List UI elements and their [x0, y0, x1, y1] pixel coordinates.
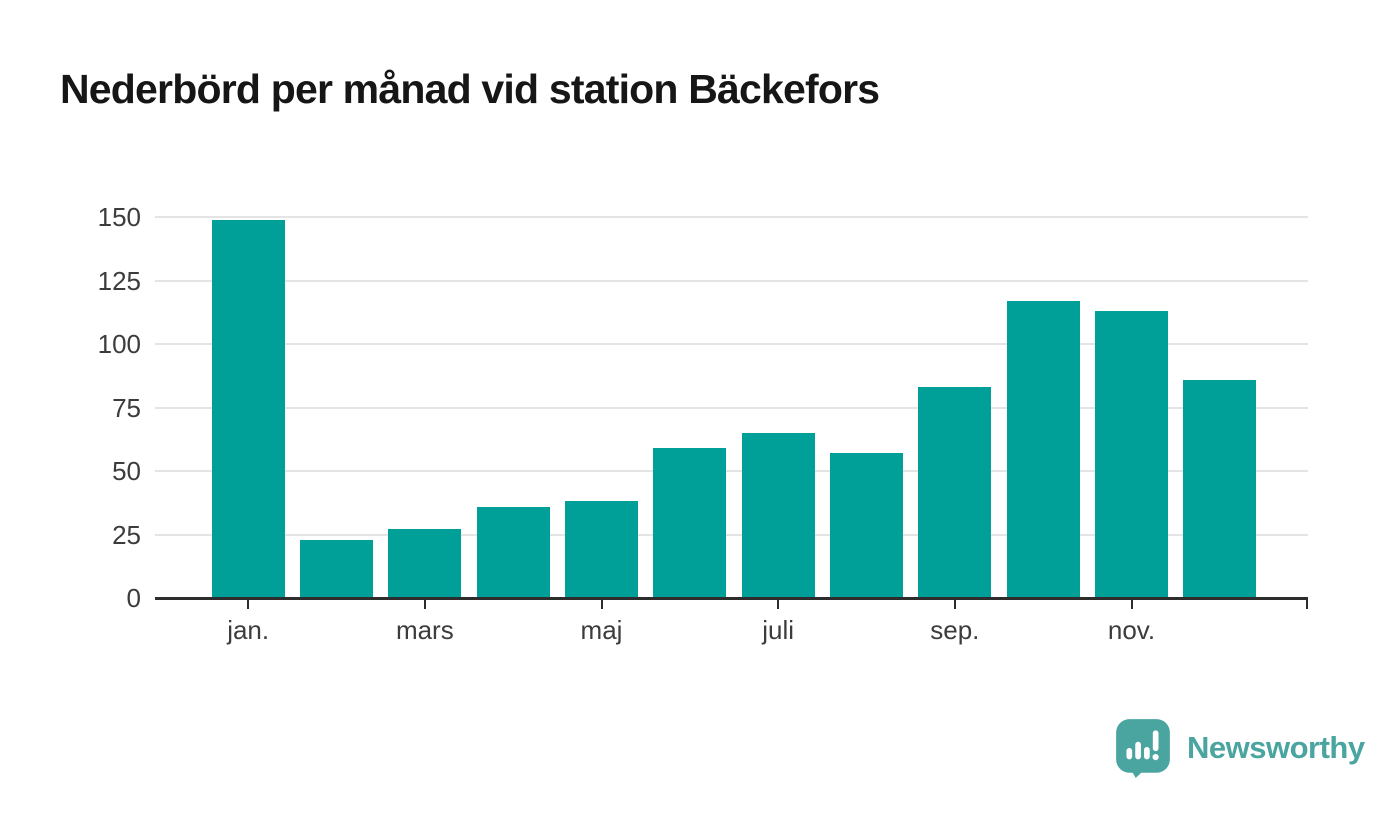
gridline: [155, 406, 1308, 409]
x-axis-end-tick: [1306, 600, 1308, 609]
gridline: [155, 533, 1308, 536]
x-axis-tick-label: juli: [762, 615, 795, 645]
bar-chart-plot: 0 25 50 75 100 125 150 jan. mars maj juli sep. nov.: [97, 202, 1308, 645]
gridline: [155, 279, 1308, 282]
bar: [565, 501, 638, 598]
bar: [918, 387, 992, 598]
y-axis-tick-label: 0: [126, 583, 141, 613]
bar: [653, 448, 727, 598]
newsworthy-logo-icon: [1116, 719, 1170, 778]
x-axis-tick: [777, 600, 780, 609]
x-axis-tick: [1130, 600, 1133, 609]
bar: [300, 539, 373, 598]
gridline: [155, 470, 1308, 472]
newsworthy-branding: Newsworthy: [1114, 717, 1365, 779]
x-axis-tick-label: maj: [580, 615, 623, 645]
newsworthy-logo-text: Newsworthy: [1187, 730, 1365, 765]
bar: [741, 432, 815, 598]
bar: [1183, 379, 1257, 598]
y-axis-tick-label: 100: [97, 329, 141, 359]
bar: [476, 506, 550, 598]
chart-title: Nederbörd per månad vid station Bäckefor…: [60, 66, 880, 112]
bar: [1006, 300, 1080, 598]
x-axis-tick: [247, 600, 250, 609]
x-axis-line: [155, 597, 1308, 600]
y-axis-tick-label: 75: [112, 392, 141, 423]
gridline: [155, 216, 1308, 218]
y-axis-tick-label: 50: [112, 456, 141, 486]
y-axis-tick-label: 25: [112, 519, 141, 550]
x-axis-tick-label: jan.: [227, 615, 270, 645]
x-axis-tick-label: sep.: [930, 615, 980, 645]
y-axis-tick-label: 150: [97, 202, 141, 232]
x-axis-tick-label: mars: [395, 615, 454, 645]
bar: [211, 219, 285, 598]
x-axis-tick: [423, 600, 426, 609]
x-axis-tick-label: nov.: [1107, 615, 1156, 645]
bar: [830, 453, 903, 598]
x-axis-tick: [600, 600, 603, 609]
bar: [1095, 310, 1168, 598]
y-axis-tick-label: 125: [97, 265, 141, 296]
x-axis-tick: [953, 600, 956, 609]
bar: [388, 529, 462, 598]
gridline: [155, 343, 1308, 345]
